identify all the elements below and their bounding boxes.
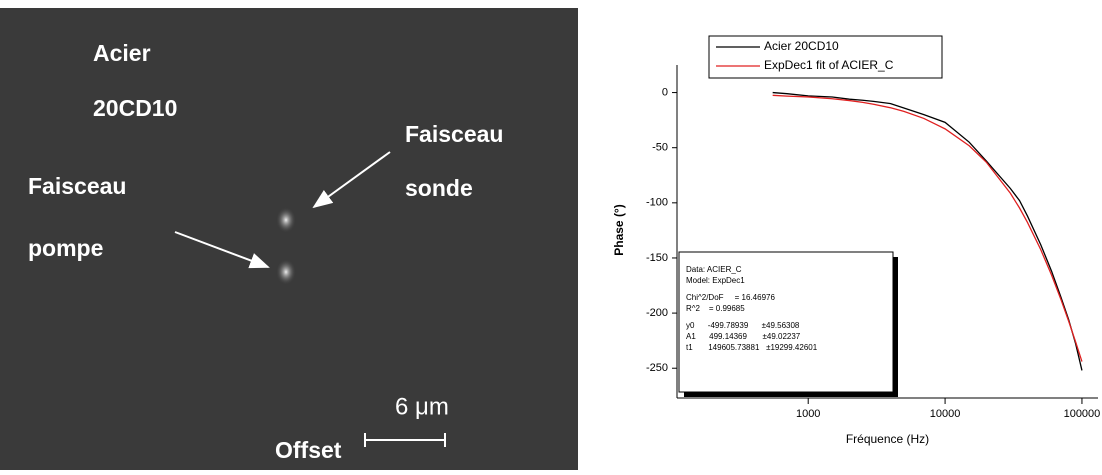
- label: pompe: [28, 235, 103, 261]
- y-tick-label: -250: [646, 362, 668, 374]
- chart: 0 -50 -100 -150 -200 -250 1000 10000 100000 Fréqu…: [612, 35, 1101, 446]
- label: sonde: [405, 175, 473, 201]
- annotation-box: [678, 251, 894, 393]
- label: Offset: [275, 437, 342, 463]
- annotation-line: R^2 = 0.99685: [686, 304, 745, 313]
- annotation-line: Chi^2/DoF = 16.46976: [686, 293, 775, 302]
- y-tick-label: -150: [646, 252, 668, 264]
- annotation-line: Data: ACIER_C: [686, 265, 742, 274]
- scale-label: 6 μm: [395, 393, 449, 420]
- label: Faisceau: [405, 121, 503, 147]
- y-tick-label: -100: [646, 197, 668, 209]
- label: Acier: [93, 40, 151, 66]
- x-axis-label: Fréquence (Hz): [846, 432, 929, 446]
- x-tick-label: 1000: [796, 408, 820, 420]
- annotation-line: t1 149605.73881 ±19299.42601: [686, 343, 818, 352]
- y-tick-label: -50: [652, 142, 668, 154]
- legend-label: Acier 20CD10: [764, 39, 839, 53]
- y-axis-label: Phase (°): [612, 204, 626, 255]
- y-tick-label: -200: [646, 307, 668, 319]
- series-line: [772, 94, 1083, 362]
- pump-spot: [276, 259, 296, 285]
- label: Faisceau: [28, 173, 126, 199]
- series-line: [772, 91, 1083, 371]
- label: 20CD10: [93, 95, 177, 121]
- x-tick-label: 100000: [1064, 408, 1101, 420]
- legend-box: [708, 35, 943, 79]
- y-tick-label: 0: [662, 86, 668, 98]
- scale-bar: [364, 433, 446, 447]
- micrograph: [0, 8, 578, 470]
- arrow: [312, 151, 391, 209]
- annotation-line: Model: ExpDec1: [686, 276, 745, 285]
- annotation-line: y0 -499.78939 ±49.56308: [686, 321, 800, 330]
- arrow: [174, 231, 270, 269]
- probe-spot: [276, 207, 296, 233]
- annotation-line: A1 499.14369 ±49.02237: [686, 332, 801, 341]
- x-tick-label: 10000: [930, 408, 961, 420]
- legend-label: ExpDec1 fit of ACIER_C: [764, 58, 894, 72]
